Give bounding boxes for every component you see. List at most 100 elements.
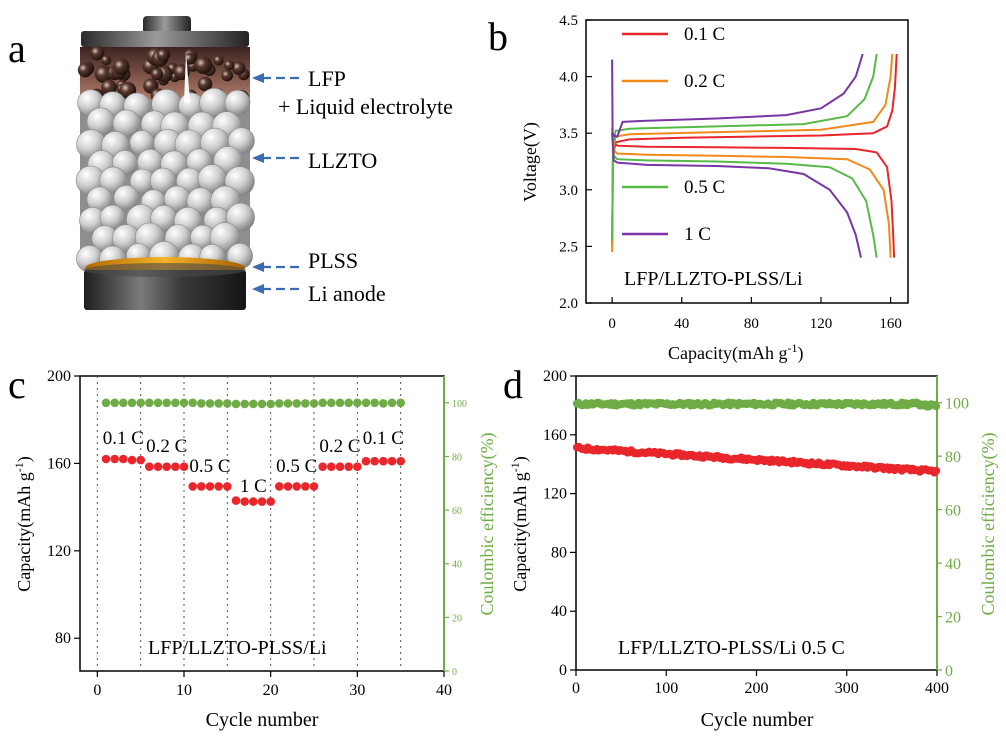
capacity-point [145,462,154,472]
xtick-label-d: 400 [925,680,949,697]
label-llzto: LLZTO [308,148,377,173]
capacity-points-c [101,454,406,506]
capacity-point [188,482,197,491]
capacity-point [318,462,328,472]
efficiency-point [932,402,941,411]
capacity-point [327,462,336,472]
lfp-particle [231,61,246,75]
panel-label-a: a [8,26,26,71]
efficiency-point [145,398,154,408]
llzto-particle [226,202,255,232]
curve-charge-0.5C [611,53,878,241]
capacity-point [214,482,223,491]
arrow-head [252,153,264,163]
y2tick-label-d: 20 [945,610,961,627]
plot-frame-c [79,375,445,672]
ylabel-d: Capacity(mAh g-1) [508,456,531,591]
legend-label: 1 C [684,224,711,245]
annotation-c: LFP/LLZTO-PLSS/Li [148,637,327,659]
annotation-d: LFP/LLZTO-PLSS/Li 0.5 C [618,637,845,659]
lfp-particle [90,46,105,61]
panel-a-schematic: a LFP + Liquid electrolyte LLZTO PLSS Li… [8,16,453,310]
efficiency-point [257,399,267,409]
ytick-label-d: 0 [559,662,567,679]
xlabel-b: Capacity(mAh g-1) [668,341,803,364]
curve-charge-0.2C [611,53,894,253]
curve-discharge-0.5C [611,127,878,258]
efficiency-point [223,399,232,408]
efficiency-point [396,398,406,408]
ylabel-c-main: Capacity(mAh g [14,472,35,591]
llzto-particle [113,185,140,211]
lfp-particle [221,69,234,82]
capacity-point [275,482,284,491]
capacity-point [379,456,388,466]
capacity-point [153,462,163,472]
y2label-d: Coulombic efficiency(%) [978,432,999,615]
arrow-head [252,262,264,272]
rate-label: 1 C [240,476,267,497]
capacity-point [387,456,397,466]
capacity-point [240,497,249,506]
capacity-point [136,455,145,465]
capacity-point [119,454,128,464]
llzto-particle [209,222,240,253]
panel-label-b: b [488,14,508,59]
efficiency-point [110,398,119,408]
lfp-particle [101,55,112,66]
efficiency-point [318,398,328,408]
efficiency-point [309,399,319,408]
efficiency-point [335,398,345,408]
arrow-head [252,284,264,294]
axis-ticks-c: 0 10 20 30 40 80 120 160 200 0 20 40 60 80 100 [47,368,467,699]
efficiency-point [197,399,206,408]
ylabel-c-sup: -1 [12,462,26,472]
efficiency-point [205,399,215,408]
y2tick-label-d: 100 [945,396,969,413]
ytick-label-d: 200 [543,368,567,385]
battery-cap [81,31,249,47]
capacity-point [396,456,406,466]
lfp-particle [224,60,235,71]
axis-ticks-b: 0 40 80 120 160 2.0 2.5 3.0 3.5 4.0 4.5 [559,13,902,332]
lfp-particle [113,58,130,75]
efficiency-point [119,398,128,408]
panel-label-c: c [8,362,26,407]
legend-label: 0.2 C [684,71,725,92]
ytick-label-d: 40 [551,603,567,620]
voltage-curves [611,53,898,258]
efficiency-point [361,398,371,408]
xlabel-b-end: ) [797,343,803,364]
capacity-point [257,497,267,506]
rate-label: 0.2 C [319,436,360,457]
curve-charge-0.1C [611,53,898,247]
rate-label: 0.1 C [363,428,404,449]
capacity-point [353,462,362,472]
xlabel-b-main: Capacity(mAh g [668,343,787,364]
ylabel-d-end: ) [510,456,531,462]
efficiency-point [179,398,189,408]
capacity-point [370,456,380,466]
cycle-dividers-c [96,376,402,671]
xtick-label-d: 200 [745,680,769,697]
legend-b: 0.1 C 0.2 C 0.5 C 1 C [622,24,725,245]
ytick-label-b: 3.0 [559,183,578,199]
battery-illustration [75,16,255,310]
capacity-point [292,482,302,491]
capacity-point [171,462,180,472]
curve-charge-1C [611,53,864,138]
ylabel-c-end: ) [14,456,35,462]
efficiency-point [353,398,362,408]
ytick-label-b: 2.0 [559,296,578,312]
efficiency-point [231,399,241,409]
xtick-label-b: 0 [608,316,616,332]
lfp-particle [213,55,224,66]
y2tick-label-d: 80 [945,449,961,466]
ytick-label-b: 4.5 [559,13,578,29]
xtick-label-c: 0 [93,682,101,699]
xtick-label-d: 100 [654,680,678,697]
capacity-point [223,482,232,491]
capacity-point [335,462,345,472]
